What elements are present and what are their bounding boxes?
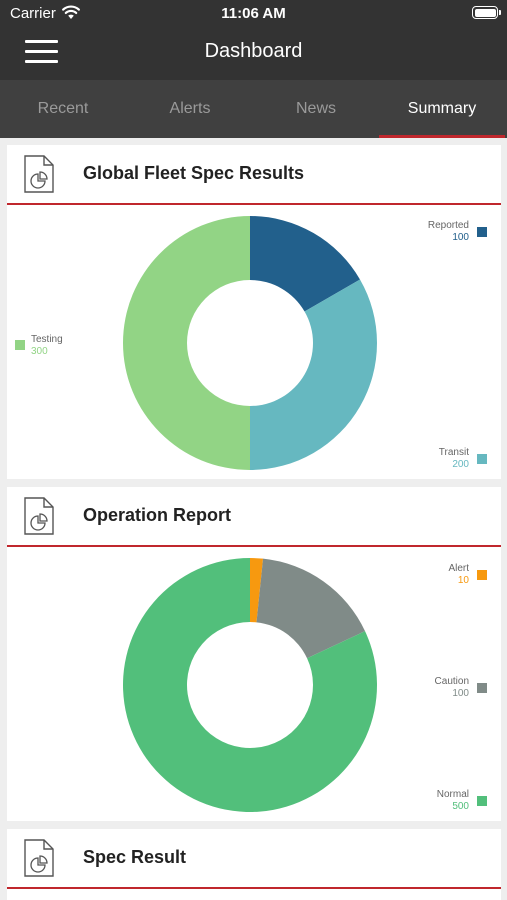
wifi-icon — [62, 5, 80, 19]
donut-slice-caution — [256, 558, 366, 659]
donut-slice-alert — [250, 558, 264, 623]
legend-label: Caution — [434, 676, 469, 687]
tab-summary[interactable]: Summary — [379, 80, 505, 138]
legend-reported: Reported 100 — [397, 220, 469, 244]
legend-label: Reported — [427, 220, 469, 231]
legend-swatch — [477, 683, 487, 693]
document-chart-icon — [24, 839, 54, 877]
card-title: Operation Report — [83, 505, 232, 525]
donut-slice-normal — [123, 558, 377, 812]
donut-slice-testing — [123, 216, 250, 470]
legend-value: 100 — [452, 232, 469, 243]
legend-value: 300 — [31, 346, 48, 357]
donut-slice-transit — [250, 279, 377, 470]
legend-label: Transit — [438, 447, 469, 458]
legend-swatch — [477, 796, 487, 806]
legend-normal: Normal 500 — [397, 789, 469, 813]
card-title: Global Fleet Spec Results — [83, 163, 305, 183]
status-bar: Carrier 11:06 AM — [0, 0, 507, 28]
document-chart-icon — [24, 155, 54, 193]
card-title: Spec Result — [83, 847, 187, 867]
legend-alert: Alert 10 — [397, 563, 469, 587]
legend-caution: Caution 100 — [397, 676, 469, 700]
tab-recent[interactable]: Recent — [37, 100, 89, 117]
card-header: Global Fleet Spec Results — [7, 145, 501, 205]
legend-transit: Transit 200 — [397, 447, 469, 471]
donut-slice-reported — [250, 216, 360, 312]
tab-bar: Recent Alerts News Summary — [0, 80, 507, 138]
tab-news[interactable]: News — [295, 100, 336, 117]
legend-swatch — [477, 570, 487, 580]
legend-swatch — [477, 454, 487, 464]
card-global-fleet: Global Fleet Spec Results Reported 100 T… — [7, 145, 501, 479]
card-header: Spec Result — [7, 829, 501, 889]
chart-area: Alert 10 Caution 100 Normal 500 — [7, 549, 501, 821]
page-title: Dashboard — [204, 40, 303, 62]
legend-label: Alert — [448, 563, 469, 574]
document-chart-icon — [24, 497, 54, 535]
donut-chart — [123, 558, 377, 812]
clock: 11:06 AM — [221, 5, 286, 22]
app-header: Carrier 11:06 AM Dashboard Recent Alerts… — [0, 0, 507, 138]
card-operation-report: Operation Report Alert 10 Caution 100 No… — [7, 487, 501, 821]
hamburger-menu-icon[interactable] — [25, 40, 58, 64]
donut-chart — [123, 216, 377, 470]
legend-swatch — [15, 340, 25, 350]
card-header: Operation Report — [7, 487, 501, 547]
legend-testing: Testing 300 — [31, 334, 91, 358]
carrier-label: Carrier — [10, 5, 56, 22]
card-spec-result: Spec Result — [7, 829, 501, 900]
legend-value: 500 — [452, 801, 469, 812]
chart-area: Reported 100 Transit 200 Testing 300 — [7, 207, 501, 479]
legend-label: Normal — [436, 789, 469, 800]
legend-swatch — [477, 227, 487, 237]
legend-value: 10 — [457, 575, 469, 586]
tab-alerts[interactable]: Alerts — [169, 100, 211, 117]
legend-label: Testing — [31, 334, 63, 345]
battery-tip — [499, 10, 501, 15]
legend-value: 200 — [452, 459, 469, 470]
battery-icon — [472, 6, 498, 19]
legend-value: 100 — [452, 688, 469, 699]
